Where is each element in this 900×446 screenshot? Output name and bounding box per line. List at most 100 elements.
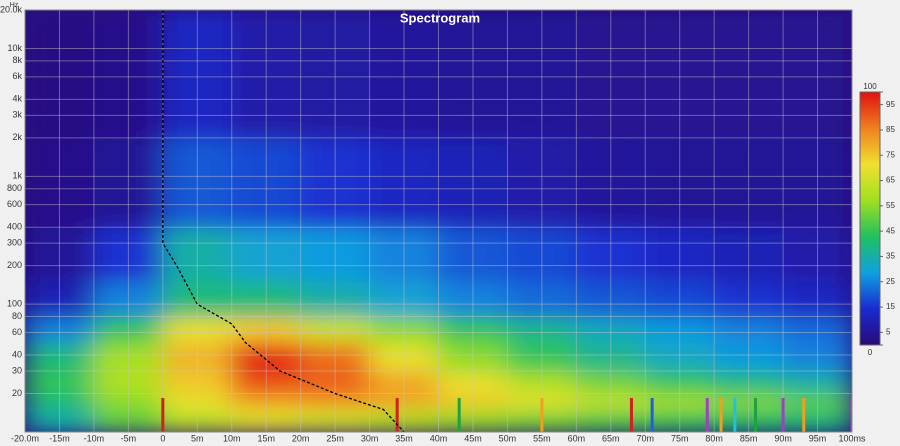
x-tick-label: 70m: [636, 433, 654, 443]
colorbar-label: 45: [886, 226, 895, 235]
heat-cell: [438, 281, 508, 318]
x-tick-label: 45m: [464, 433, 482, 443]
y-tick-label: 4k: [12, 94, 22, 104]
heat-cell: [438, 370, 508, 395]
heatmap: [25, 10, 852, 432]
y-tick-label: 80: [12, 311, 22, 321]
y-tick-label: 200: [7, 260, 22, 270]
colorbar-label: 65: [886, 176, 895, 185]
y-tick-label: 800: [7, 183, 22, 193]
x-tick-label: 60m: [568, 433, 586, 443]
heat-cell: [713, 316, 784, 344]
heat-cell: [438, 393, 508, 410]
y-unit: Hz: [10, 2, 19, 9]
heat-cell: [782, 316, 852, 344]
y-tick-label: 3k: [12, 110, 22, 120]
x-tick-label: 65m: [602, 433, 620, 443]
peak-energy-curve: [162, 10, 405, 432]
heat-cell: [506, 10, 577, 139]
x-tick-label: 90m: [774, 433, 792, 443]
heat-cell: [506, 342, 577, 372]
plot-frame: [24, 9, 853, 433]
heat-cell: [644, 226, 715, 283]
heat-cell: [25, 393, 95, 410]
heat-cell: [575, 281, 646, 318]
heat-cell: [25, 342, 95, 372]
x-tick-label: 15m: [257, 433, 275, 443]
heat-cell: [300, 10, 371, 139]
heat-cell: [162, 408, 233, 432]
heat-cell: [162, 10, 233, 139]
heat-cell: [713, 342, 784, 372]
heat-cell: [93, 316, 164, 344]
heat-cell: [644, 316, 715, 344]
heat-cell: [782, 370, 852, 395]
heat-cell: [644, 10, 715, 139]
y-tick-label: 1k: [12, 171, 22, 181]
colorbar: [859, 91, 881, 346]
x-tick-label: 100ms: [838, 433, 866, 443]
heat-cell: [300, 370, 371, 395]
heat-cell: [300, 137, 371, 228]
heat-cell: [300, 342, 371, 372]
heat-cell: [438, 342, 508, 372]
heat-cell: [300, 281, 371, 318]
heat-cell: [369, 226, 439, 283]
heat-cell: [231, 393, 302, 410]
heat-cell: [231, 10, 302, 139]
heat-cell: [438, 316, 508, 344]
heat-cell: [93, 393, 164, 410]
heat-cell: [93, 226, 164, 283]
x-tick-label: 80m: [705, 433, 723, 443]
colorbar-label: 5: [886, 327, 891, 336]
heat-cell: [644, 370, 715, 395]
heat-cell: [369, 281, 439, 318]
heat-cell: [25, 137, 95, 228]
heat-cell: [25, 408, 95, 432]
x-tick-label: 0: [160, 433, 165, 443]
heat-cell: [25, 316, 95, 344]
colorbar-label: 15: [886, 302, 895, 311]
y-tick-label: 300: [7, 238, 22, 248]
heat-cell: [231, 342, 302, 372]
heat-cell: [575, 226, 646, 283]
colorbar-label: 55: [886, 201, 895, 210]
colorbar-label: 100: [863, 82, 877, 91]
heat-cell: [231, 226, 302, 283]
heat-cell: [713, 370, 784, 395]
overlay: [161, 10, 852, 432]
heat-cell: [300, 408, 371, 432]
heat-cell: [25, 281, 95, 318]
x-tick-label: 75m: [671, 433, 689, 443]
heat-cell: [506, 226, 577, 283]
heat-cell: [162, 281, 233, 318]
heat-cell: [231, 370, 302, 395]
heat-cell: [300, 393, 371, 410]
heat-cell: [644, 342, 715, 372]
heat-cell: [713, 10, 784, 139]
x-tick-label: 25m: [326, 433, 344, 443]
heat-cell: [575, 10, 646, 139]
heat-cell: [506, 281, 577, 318]
heat-cell: [25, 10, 95, 139]
heat-cell: [438, 10, 508, 139]
heat-cell: [25, 226, 95, 283]
heat-cell: [369, 10, 439, 139]
heat-cell: [369, 342, 439, 372]
colorbar-label: 85: [886, 125, 895, 134]
heat-cell: [782, 342, 852, 372]
heat-cell: [644, 137, 715, 228]
y-tick-label: 6k: [12, 71, 22, 81]
colorbar-label: 75: [886, 150, 895, 159]
heat-cell: [231, 408, 302, 432]
x-tick-label: 40m: [430, 433, 448, 443]
heat-cell: [575, 342, 646, 372]
y-tick-label: 600: [7, 199, 22, 209]
heat-cell: [93, 281, 164, 318]
heat-cell: [506, 370, 577, 395]
x-tick-label: 95m: [809, 433, 827, 443]
heat-cell: [93, 370, 164, 395]
heat-cell: [162, 137, 233, 228]
x-tick-label: 30m: [361, 433, 379, 443]
